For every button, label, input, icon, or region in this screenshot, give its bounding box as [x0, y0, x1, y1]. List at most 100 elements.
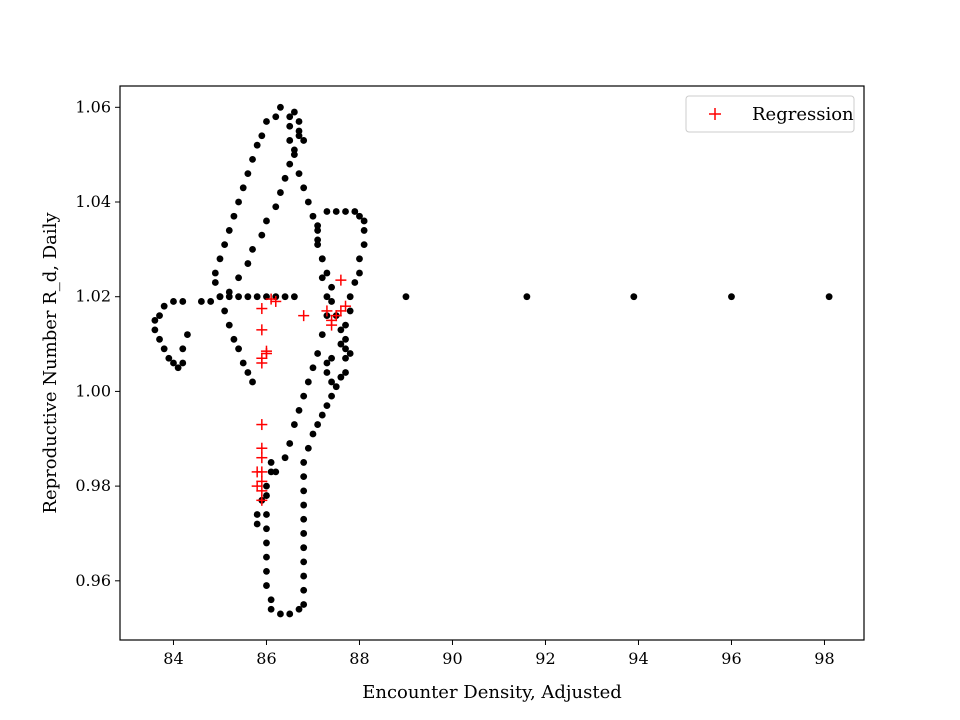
data-point: [179, 345, 187, 353]
data-point: [286, 113, 294, 121]
regression-point: [256, 485, 268, 497]
data-point: [225, 321, 233, 329]
data-point: [225, 288, 233, 296]
data-point: [244, 293, 252, 301]
x-tick-label: 92: [535, 649, 555, 668]
data-point: [346, 350, 354, 357]
data-point: [304, 198, 312, 206]
data-point: [300, 184, 308, 192]
data-point: [314, 241, 322, 249]
data-point: [300, 392, 308, 400]
data-point: [342, 335, 349, 343]
data-point: [328, 298, 335, 305]
data-point: [249, 378, 256, 386]
data-point: [156, 312, 163, 320]
data-point: [314, 236, 322, 244]
data-point: [286, 160, 294, 168]
data-point: [356, 255, 363, 263]
regression-point: [256, 419, 268, 431]
data-point: [281, 454, 289, 462]
data-point: [286, 440, 294, 447]
data-point: [272, 113, 280, 121]
data-point: [300, 473, 308, 481]
x-tick-label: 86: [256, 649, 276, 668]
data-point: [235, 345, 242, 353]
regression-point: [326, 319, 338, 331]
legend-marker-regression: [709, 108, 721, 120]
y-tick-label: 0.96: [75, 571, 111, 590]
data-point: [281, 174, 289, 182]
data-point: [295, 118, 303, 125]
data-point: [346, 293, 354, 301]
data-point: [360, 241, 368, 249]
data-point: [263, 525, 270, 533]
data-point: [328, 283, 335, 291]
y-tick-label: 1.04: [75, 192, 111, 211]
data-point: [356, 212, 363, 220]
data-point: [318, 255, 326, 263]
data-point: [295, 170, 303, 177]
data-point: [300, 459, 308, 466]
data-point: [263, 553, 270, 561]
data-point: [165, 354, 173, 362]
data-point: [295, 127, 303, 135]
data-point: [323, 369, 331, 376]
data-point: [523, 293, 531, 301]
data-point: [263, 511, 270, 518]
data-point: [290, 151, 298, 159]
regression-point: [256, 494, 268, 506]
data-point: [170, 298, 177, 305]
data-point: [314, 227, 322, 234]
data-point: [300, 544, 308, 552]
series-observed: [151, 103, 833, 618]
data-point: [179, 359, 187, 367]
data-point: [300, 487, 308, 495]
data-point: [290, 146, 298, 154]
data-point: [356, 269, 363, 277]
data-point: [300, 601, 308, 608]
data-point: [295, 132, 303, 140]
data-point: [263, 582, 270, 589]
data-point: [170, 359, 177, 367]
data-point: [295, 406, 303, 414]
data-point: [630, 293, 638, 301]
data-point: [328, 354, 335, 362]
regression-point: [256, 475, 268, 487]
data-point: [346, 307, 354, 315]
y-tick-label: 1.06: [75, 97, 111, 116]
data-point: [258, 231, 266, 239]
data-point: [825, 293, 833, 301]
x-tick-label: 88: [349, 649, 369, 668]
data-point: [253, 293, 261, 301]
data-point: [309, 212, 317, 220]
data-point: [337, 340, 345, 348]
data-point: [342, 369, 349, 376]
data-point: [360, 227, 368, 234]
data-point: [272, 468, 280, 476]
regression-point: [260, 345, 272, 357]
data-point: [253, 511, 261, 518]
regression-point: [321, 305, 333, 317]
data-point: [318, 411, 326, 419]
data-point: [314, 350, 322, 357]
data-point: [174, 364, 182, 372]
data-point: [728, 293, 735, 301]
data-point: [225, 227, 233, 234]
data-point: [290, 108, 298, 116]
data-point: [211, 279, 219, 286]
data-point: [314, 222, 322, 230]
data-point: [323, 269, 331, 277]
y-axis-ticks: 0.96 0.98 1.00 1.02 1.04 1.06: [75, 97, 120, 590]
regression-point: [298, 310, 310, 322]
x-tick-label: 96: [721, 649, 741, 668]
data-point: [300, 572, 308, 580]
regression-point: [256, 442, 268, 454]
legend: Regression: [685, 95, 855, 133]
data-point: [304, 378, 312, 386]
data-point: [277, 103, 284, 111]
regression-point: [256, 324, 268, 336]
data-point: [300, 137, 308, 144]
data-point: [286, 137, 294, 144]
data-point: [300, 558, 308, 566]
